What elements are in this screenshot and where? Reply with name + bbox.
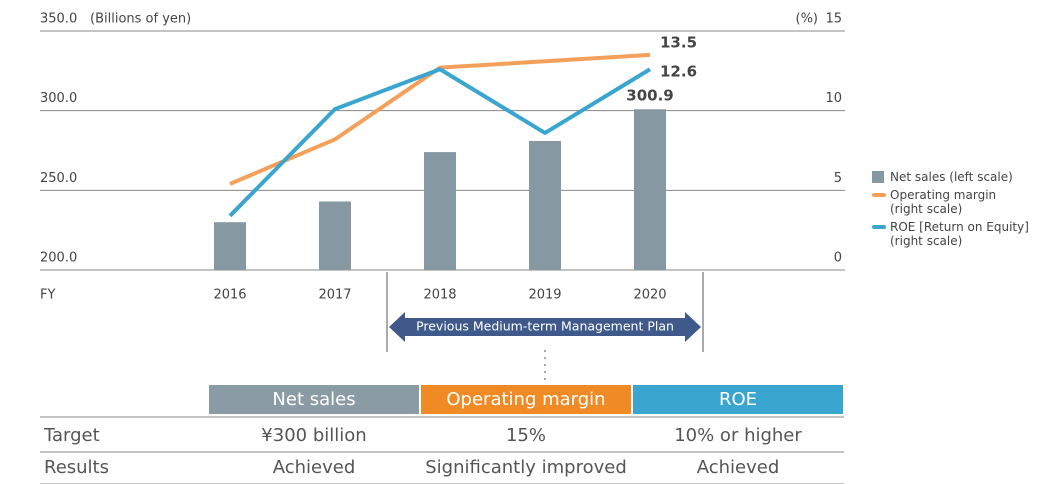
bar [424,152,456,270]
legend-swatch [872,171,884,183]
legend-text: ROE [Return on Equity] (right scale) [890,220,1029,248]
table-cell: Achieved [273,457,356,478]
x-tick-label: 2016 [213,288,246,303]
legend-swatch [872,193,886,197]
table-cell: Achieved [697,457,780,478]
bar [319,201,351,270]
y-tick-label: 300.0 [40,91,77,106]
table-header-cell [421,385,631,414]
table-header-cell [209,385,419,414]
legend-item: Net sales (left scale) [872,170,1032,184]
y-axis-label: (Billions of yen) [90,12,191,27]
y-tick-label: 350.0 [40,12,77,27]
x-axis-label: FY [40,288,55,303]
bar [529,140,561,270]
x-tick-label: 2019 [528,288,561,303]
table-cell: Results [44,457,109,478]
y2-tick-label: 5 [834,171,842,186]
x-tick-label: 2017 [318,288,351,303]
bar [214,222,246,270]
data-label: 300.9 [626,87,673,105]
table-header-cell [633,385,843,414]
bar [634,109,666,270]
legend-item: ROE [Return on Equity] (right scale) [872,220,1032,248]
table-cell: ¥300 billion [261,425,366,446]
legend-text: Operating margin (right scale) [890,188,997,216]
table-cell: 15% [506,425,546,446]
table-cell: Target [43,425,100,446]
line [228,67,652,218]
table-header: Operating margin [446,389,605,410]
data-label: 13.5 [660,33,697,51]
data-label: 12.6 [660,63,697,81]
legend: Net sales (left scale) Operating margin (… [872,170,1032,252]
y2-tick-label: 15 [825,12,842,27]
legend-item: Operating margin (right scale) [872,188,1032,216]
x-tick-label: 2020 [633,288,666,303]
plan-label: Previous Medium-term Management Plan [416,319,674,334]
plan-arrow [389,312,701,342]
y2-tick-label: 0 [834,251,842,266]
y2-axis-label: (%) [796,12,819,27]
y2-tick-label: 10 [825,91,842,106]
table-cell: Significantly improved [425,457,627,478]
table-header: ROE [719,389,757,410]
legend-swatch [872,225,886,229]
table-header: Net sales [272,389,355,410]
y-tick-label: 250.0 [40,171,77,186]
x-tick-label: 2018 [423,288,456,303]
table-cell: 10% or higher [674,425,802,446]
legend-text: Net sales (left scale) [890,170,1013,184]
y-tick-label: 200.0 [40,251,77,266]
